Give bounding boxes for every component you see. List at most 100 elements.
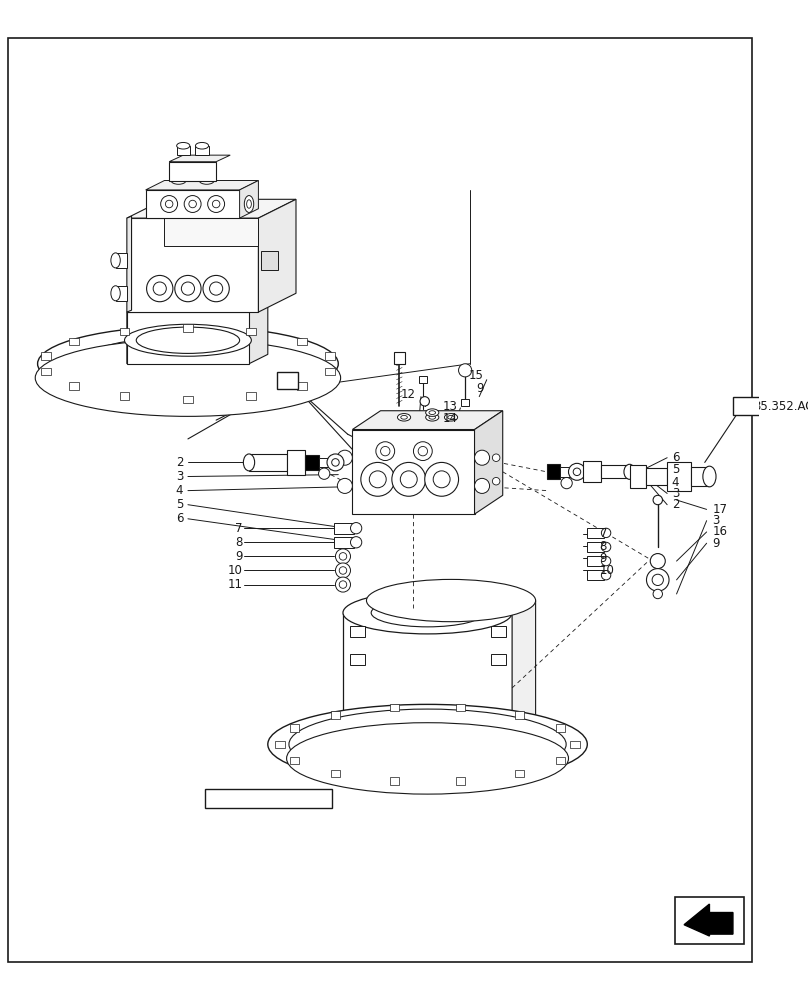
Ellipse shape [287, 723, 569, 794]
Bar [330, 770, 340, 777]
Polygon shape [169, 155, 230, 162]
Ellipse shape [38, 326, 339, 401]
Circle shape [653, 589, 663, 599]
Bar [287, 450, 305, 475]
Circle shape [318, 468, 330, 479]
Text: 3: 3 [176, 470, 183, 483]
Bar [330, 711, 340, 719]
Circle shape [561, 477, 572, 489]
Circle shape [335, 563, 351, 578]
Ellipse shape [246, 200, 251, 208]
Bar [490, 654, 506, 665]
Polygon shape [145, 181, 259, 190]
Text: 5: 5 [672, 463, 680, 476]
Circle shape [492, 477, 500, 485]
Bar [419, 376, 427, 383]
Circle shape [339, 567, 347, 574]
Bar [515, 770, 524, 777]
Ellipse shape [429, 415, 436, 419]
Bar [116, 253, 127, 268]
Bar [246, 328, 256, 335]
Circle shape [361, 462, 394, 496]
Bar [583, 461, 601, 482]
Bar [587, 570, 604, 580]
Circle shape [474, 450, 490, 465]
Text: 9: 9 [477, 382, 484, 395]
Circle shape [213, 200, 220, 208]
Bar [41, 352, 51, 360]
Text: 4: 4 [175, 484, 183, 497]
Bar [456, 704, 465, 711]
Bar [461, 399, 469, 406]
Bar [205, 789, 332, 808]
Bar [587, 528, 604, 538]
Text: 8: 8 [600, 540, 607, 553]
Ellipse shape [343, 592, 512, 634]
Bar [297, 338, 306, 345]
Circle shape [339, 581, 347, 588]
Text: 17: 17 [713, 503, 727, 516]
Text: 2: 2 [175, 456, 183, 469]
Circle shape [653, 495, 663, 505]
Circle shape [392, 462, 426, 496]
Polygon shape [249, 303, 267, 364]
Ellipse shape [243, 454, 255, 471]
Text: 1: 1 [284, 374, 292, 387]
Bar [318, 458, 333, 467]
Ellipse shape [429, 411, 436, 414]
Ellipse shape [124, 324, 251, 356]
Text: 9: 9 [713, 537, 720, 550]
Ellipse shape [244, 196, 254, 212]
Bar [733, 397, 808, 415]
Circle shape [601, 542, 611, 552]
Ellipse shape [267, 704, 587, 784]
Circle shape [459, 364, 472, 377]
Bar [261, 251, 278, 270]
Circle shape [414, 442, 432, 461]
Ellipse shape [401, 415, 407, 419]
Bar [556, 724, 565, 732]
Bar [667, 462, 691, 491]
Bar [646, 468, 667, 485]
Ellipse shape [364, 728, 491, 760]
Ellipse shape [444, 414, 457, 421]
Bar [601, 465, 629, 478]
Ellipse shape [398, 414, 410, 421]
Text: 15: 15 [469, 369, 484, 382]
Ellipse shape [426, 409, 439, 416]
Bar [196, 146, 208, 155]
Ellipse shape [373, 731, 482, 758]
Ellipse shape [703, 466, 716, 487]
Bar [246, 392, 256, 400]
Circle shape [601, 528, 611, 538]
Text: 9: 9 [235, 550, 242, 563]
Circle shape [161, 196, 178, 212]
Ellipse shape [624, 464, 635, 479]
Ellipse shape [196, 142, 208, 149]
Text: 6: 6 [175, 512, 183, 525]
Polygon shape [684, 904, 733, 936]
Circle shape [189, 200, 196, 208]
Circle shape [154, 282, 166, 295]
Circle shape [166, 200, 173, 208]
Bar [456, 777, 465, 785]
Circle shape [569, 463, 586, 480]
Bar [515, 711, 524, 719]
Circle shape [175, 275, 201, 302]
Circle shape [146, 275, 173, 302]
Bar [277, 372, 298, 389]
Bar [691, 467, 709, 486]
Text: 7: 7 [600, 527, 607, 540]
Text: 13: 13 [443, 400, 457, 413]
Text: 35.352.AO: 35.352.AO [753, 400, 808, 413]
Circle shape [650, 554, 665, 569]
Circle shape [419, 446, 427, 456]
Text: 3: 3 [713, 514, 720, 527]
Circle shape [208, 196, 225, 212]
Text: 5: 5 [176, 498, 183, 511]
Polygon shape [165, 218, 259, 246]
Circle shape [601, 556, 611, 566]
Circle shape [652, 574, 663, 586]
Circle shape [335, 549, 351, 564]
Ellipse shape [177, 142, 190, 149]
